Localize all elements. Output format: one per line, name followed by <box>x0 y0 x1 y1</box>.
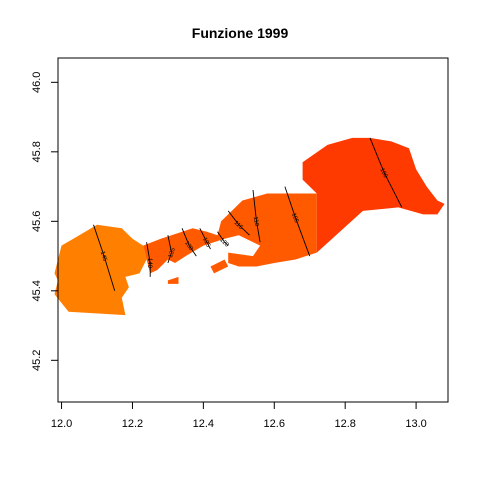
contour-line-100 <box>369 137 403 208</box>
contour-line-110 <box>252 189 261 243</box>
contour-label-105: 105 <box>290 212 299 224</box>
y-tick-label: 45.2 <box>31 350 43 371</box>
contour-label-120: 120 <box>218 237 230 249</box>
contour-label-125: 125 <box>201 237 211 249</box>
contour-label-140: 140 <box>146 258 152 269</box>
map-region-5 <box>302 137 445 253</box>
y-tick-label: 45.4 <box>31 280 43 301</box>
chart-title: Funzione 1999 <box>192 25 289 41</box>
y-tick-label: 46.0 <box>31 72 43 93</box>
contour-label-135: 135 <box>168 247 177 259</box>
contour-line-125 <box>199 228 211 250</box>
x-tick-label: 12.0 <box>51 418 72 430</box>
contour-line-145 <box>93 224 116 291</box>
contour-line-130 <box>181 228 197 257</box>
map-region-1 <box>54 224 147 316</box>
y-tick-label: 45.8 <box>31 141 43 162</box>
x-tick-label: 12.4 <box>193 418 214 430</box>
x-tick-label: 12.2 <box>122 418 143 430</box>
contour-line-135 <box>167 235 172 264</box>
y-axis: 45.2 45.4 45.6 45.8 46.0 <box>31 72 59 371</box>
x-axis: 12.0 12.2 12.4 12.6 12.8 13.0 <box>51 401 427 430</box>
y-tick-label: 45.6 <box>31 211 43 232</box>
contour-line-115 <box>227 210 250 236</box>
map-region-3 <box>210 259 229 274</box>
x-tick-label: 13.0 <box>405 418 426 430</box>
map-regions <box>54 137 445 316</box>
contour-label-100: 100 <box>378 167 388 179</box>
contour-line-120 <box>217 231 229 246</box>
contour-label-110: 110 <box>252 216 260 227</box>
map-region-4 <box>167 276 179 284</box>
contour-label-130: 130 <box>183 240 194 252</box>
x-tick-label: 12.6 <box>264 418 285 430</box>
contour-line-140 <box>146 242 151 277</box>
map-region-2 <box>143 193 317 274</box>
contour-line-105 <box>284 186 311 257</box>
contour-label-115: 115 <box>233 220 245 231</box>
contour-label-145: 145 <box>99 251 108 263</box>
x-tick-label: 12.8 <box>334 418 355 430</box>
